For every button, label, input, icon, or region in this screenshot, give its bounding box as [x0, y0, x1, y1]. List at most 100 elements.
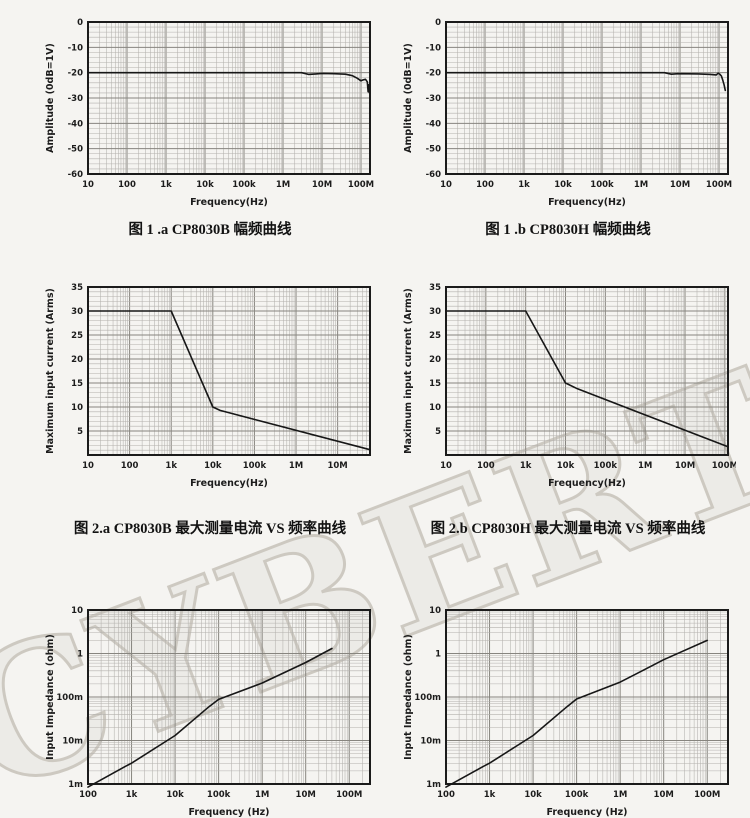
svg-text:10k: 10k [196, 180, 214, 190]
chart-canvas-cp8030h-max-current: 10 100 1k 10k 100k 1M 10M 100M 5 10 15 20 25 30 35 Freq… [403, 283, 736, 489]
figure-1a-cp8030b-amplitude: 10 100 1k 10k 100k 1M 10M 100M 0 -10 -20 -30 -40 -50 -… [34, 14, 386, 239]
svg-text:30: 30 [429, 307, 441, 317]
figure-3a-cp8030b-impedance: 100 1k 10k 100k 1M 10M 100M 10 1 100m 10m 1m Frequen… [34, 602, 386, 818]
svg-text:Amplitude (0dB=1V): Amplitude (0dB=1V) [403, 43, 414, 153]
svg-text:-20: -20 [426, 69, 441, 79]
svg-text:10k: 10k [166, 790, 184, 800]
svg-text:100k: 100k [590, 180, 614, 190]
svg-text:100m: 100m [56, 693, 83, 703]
svg-text:Input Impedance (ohm): Input Impedance (ohm) [403, 634, 414, 760]
svg-text:1M: 1M [255, 790, 269, 800]
svg-text:1k: 1k [520, 461, 532, 471]
svg-text:100: 100 [437, 790, 455, 800]
svg-text:10: 10 [71, 606, 83, 616]
svg-text:Maximum input current (Arms): Maximum input current (Arms) [403, 288, 414, 454]
svg-text:10: 10 [440, 180, 452, 190]
svg-text:0: 0 [435, 18, 441, 28]
svg-text:5: 5 [77, 427, 83, 437]
row-max-current-charts: 10 100 1k 10k 100k 1M 10M 5 10 15 20 25 30 35 Frequenc… [34, 279, 750, 538]
svg-text:100: 100 [118, 180, 136, 190]
svg-text:10M: 10M [654, 790, 674, 800]
svg-text:1m: 1m [68, 780, 83, 790]
svg-text:10k: 10k [554, 180, 572, 190]
svg-text:1m: 1m [426, 780, 441, 790]
svg-text:1M: 1M [276, 180, 290, 190]
svg-text:1k: 1k [165, 461, 177, 471]
svg-text:1k: 1k [484, 790, 496, 800]
svg-text:Maximum input current (Arms): Maximum input current (Arms) [45, 288, 56, 454]
figure-3b-cp8030h-impedance: 100 1k 10k 100k 1M 10M 100M 10 1 100m 10m 1m Frequen… [392, 602, 744, 818]
svg-text:10M: 10M [675, 461, 695, 471]
svg-text:20: 20 [71, 355, 83, 365]
svg-text:Frequency(Hz): Frequency(Hz) [190, 197, 268, 208]
chart-canvas-cp8030b-max-current: 10 100 1k 10k 100k 1M 10M 5 10 15 20 25 30 35 Frequenc… [45, 283, 371, 489]
svg-text:100k: 100k [243, 461, 267, 471]
figure-2a-cp8030b-max-current: 10 100 1k 10k 100k 1M 10M 5 10 15 20 25 30 35 Frequenc… [34, 279, 386, 538]
svg-text:Frequency(Hz): Frequency(Hz) [548, 197, 626, 208]
chart-caption-2b: 图 2.b CP8030H 最大测量电流 VS 频率曲线 [430, 521, 706, 537]
svg-text:20: 20 [429, 355, 441, 365]
svg-text:100: 100 [79, 790, 97, 800]
svg-text:10m: 10m [420, 737, 441, 747]
svg-text:Frequency(Hz): Frequency(Hz) [190, 478, 268, 489]
svg-text:10M: 10M [327, 461, 347, 471]
svg-text:10: 10 [429, 403, 441, 413]
svg-text:-50: -50 [68, 145, 83, 155]
figure-1b-cp8030h-amplitude: 10 100 1k 10k 100k 1M 10M 100M 0 -10 -20 -30 -40 -50 -… [392, 14, 744, 239]
svg-text:10M: 10M [296, 790, 316, 800]
chart-canvas-cp8030b-amplitude: 10 100 1k 10k 100k 1M 10M 100M 0 -10 -20 -30 -40 -50 -… [45, 18, 374, 208]
svg-text:100M: 100M [694, 790, 720, 800]
svg-text:100m: 100m [414, 693, 441, 703]
svg-text:-30: -30 [68, 94, 83, 104]
svg-text:10: 10 [82, 180, 94, 190]
svg-text:1M: 1M [638, 461, 652, 471]
charts-grid: 10 100 1k 10k 100k 1M 10M 100M 0 -10 -20 -30 -40 -50-… [0, 14, 750, 818]
svg-text:35: 35 [429, 283, 441, 293]
svg-text:100k: 100k [594, 461, 618, 471]
row-impedance-charts: 100 1k 10k 100k 1M 10M 100M 10 1 100m 10m 1m Frequen… [34, 602, 750, 818]
svg-text:10: 10 [71, 403, 83, 413]
svg-text:1M: 1M [613, 790, 627, 800]
svg-text:25: 25 [71, 331, 83, 341]
svg-text:-40: -40 [68, 119, 83, 129]
svg-text:100M: 100M [712, 461, 736, 471]
svg-text:1: 1 [435, 650, 441, 660]
svg-text:10k: 10k [204, 461, 222, 471]
svg-text:10M: 10M [670, 180, 690, 190]
row-amplitude-charts: 10 100 1k 10k 100k 1M 10M 100M 0 -10 -20 -30 -40 -50-… [34, 14, 750, 239]
svg-text:5: 5 [435, 427, 441, 437]
svg-text:35: 35 [71, 283, 83, 293]
svg-text:100k: 100k [232, 180, 256, 190]
svg-text:-60: -60 [68, 170, 83, 180]
svg-text:100k: 100k [565, 790, 589, 800]
svg-text:10M: 10M [312, 180, 332, 190]
svg-text:10: 10 [429, 606, 441, 616]
chart-canvas-cp8030h-amplitude: 10 100 1k 10k 100k 1M 10M 100M 0 -10 -20 -30 -40 -50 -… [403, 18, 732, 208]
svg-text:100: 100 [477, 461, 495, 471]
svg-text:-30: -30 [426, 94, 441, 104]
svg-text:10: 10 [82, 461, 94, 471]
svg-text:1k: 1k [126, 790, 138, 800]
svg-text:-10: -10 [68, 43, 83, 53]
svg-text:15: 15 [71, 379, 83, 389]
svg-text:10k: 10k [557, 461, 575, 471]
svg-text:1M: 1M [634, 180, 648, 190]
svg-text:25: 25 [429, 331, 441, 341]
svg-text:-20: -20 [68, 69, 83, 79]
svg-text:-60: -60 [426, 170, 441, 180]
svg-text:100k: 100k [207, 790, 231, 800]
svg-text:30: 30 [71, 307, 83, 317]
svg-text:Frequency (Hz): Frequency (Hz) [546, 807, 627, 818]
svg-text:1k: 1k [160, 180, 172, 190]
figure-2b-cp8030h-max-current: 10 100 1k 10k 100k 1M 10M 100M 5 10 15 20 25 30 35 Freq… [392, 279, 744, 538]
svg-text:10m: 10m [62, 737, 83, 747]
svg-text:15: 15 [429, 379, 441, 389]
svg-text:0: 0 [77, 18, 83, 28]
svg-text:-50: -50 [426, 145, 441, 155]
svg-text:100: 100 [476, 180, 494, 190]
svg-text:Input Impedance (ohm): Input Impedance (ohm) [45, 634, 56, 760]
svg-text:1k: 1k [518, 180, 530, 190]
chart-canvas-cp8030b-impedance: 100 1k 10k 100k 1M 10M 100M 10 1 100m 10m 1m Frequen… [45, 606, 371, 818]
svg-text:1M: 1M [289, 461, 303, 471]
